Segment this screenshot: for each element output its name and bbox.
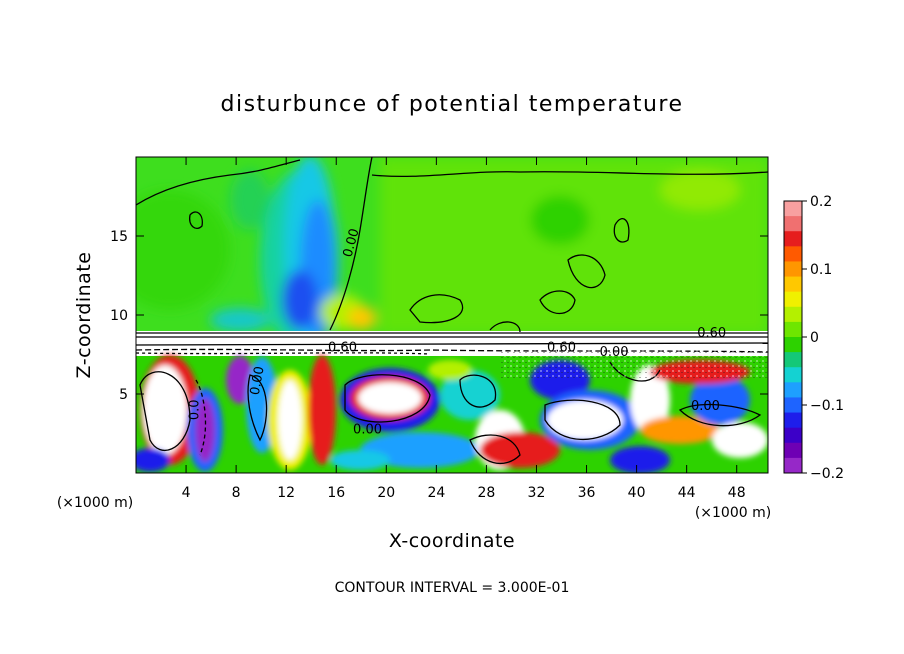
colorbar-swatch xyxy=(784,216,802,232)
colorbar-swatch xyxy=(784,321,802,338)
contour-labels: 0.00 0.60 0.60 0.60 0.00 0.0 0.00 0.00 0.00 xyxy=(188,227,727,437)
y-tick-label: 10 xyxy=(110,308,128,324)
x-tick-label: 36 xyxy=(578,485,596,501)
x-tick-label: 24 xyxy=(427,485,445,501)
y-tick-label: 5 xyxy=(119,387,128,403)
colorbar-swatch xyxy=(784,442,802,459)
colorbar: 0.2 0.1 0 −0.1 −0.2 xyxy=(783,194,844,482)
x-unit-right: (×1000 m) xyxy=(695,505,771,521)
colorbar-swatch xyxy=(784,352,802,368)
y-axis-label: Z-coordinate xyxy=(73,252,95,379)
contour-label: 0.60 xyxy=(697,326,726,341)
x-tick-label: 44 xyxy=(678,485,696,501)
contour-label: 0.00 xyxy=(691,399,720,414)
heatmap-field xyxy=(136,157,768,473)
x-tick-label: 40 xyxy=(628,485,646,501)
colorbar-tick-label: 0.1 xyxy=(810,262,832,278)
colorbar-swatch xyxy=(784,367,802,383)
colorbar-swatch xyxy=(784,427,802,444)
x-tick-label: 20 xyxy=(377,485,395,501)
contour-label: 0.00 xyxy=(341,227,363,259)
contour-label: 0.0 xyxy=(188,399,203,420)
colorbar-swatch xyxy=(784,246,802,262)
colorbar-tick-label: −0.1 xyxy=(810,398,844,414)
colorbar-swatch xyxy=(784,412,802,429)
colorbar-swatch xyxy=(784,457,802,474)
x-axis-ticks: 4 8 12 16 20 24 28 32 36 40 44 48 xyxy=(182,157,746,501)
colorbar-swatch xyxy=(784,397,802,414)
colorbar-tick-label: 0 xyxy=(810,330,819,346)
contour-label: 0.00 xyxy=(248,365,268,396)
x-tick-label: 28 xyxy=(478,485,496,501)
colorbar-swatch xyxy=(784,382,802,398)
y-tick-label: 15 xyxy=(110,229,128,245)
colorbar-swatch xyxy=(784,231,802,247)
colorbar-swatch xyxy=(784,291,802,308)
colorbar-swatch xyxy=(784,306,802,323)
contour-interval-note: CONTOUR INTERVAL = 3.000E-01 xyxy=(335,580,570,596)
colorbar-tick-label: 0.2 xyxy=(810,194,832,210)
contour-label: 0.00 xyxy=(353,423,382,438)
colorbar-swatch xyxy=(784,201,802,217)
colorbar-swatch xyxy=(784,276,802,293)
contour-label: 0.60 xyxy=(547,340,576,355)
x-unit-left: (×1000 m) xyxy=(57,495,133,511)
contour-label: 0.00 xyxy=(600,345,629,360)
colorbar-swatch xyxy=(784,337,802,353)
x-tick-label: 12 xyxy=(277,485,295,501)
y-axis-ticks: 5 10 15 xyxy=(110,229,768,403)
x-axis-label: X-coordinate xyxy=(389,530,515,552)
colorbar-swatch xyxy=(784,261,802,278)
x-tick-label: 8 xyxy=(232,485,241,501)
x-tick-label: 32 xyxy=(528,485,546,501)
x-tick-label: 4 xyxy=(182,485,191,501)
contour-label: 0.60 xyxy=(328,340,357,355)
chart-title: disturbunce of potential temperature xyxy=(221,92,684,117)
x-tick-label: 16 xyxy=(327,485,345,501)
x-tick-label: 48 xyxy=(728,485,746,501)
colorbar-tick-label: −0.2 xyxy=(810,466,844,482)
